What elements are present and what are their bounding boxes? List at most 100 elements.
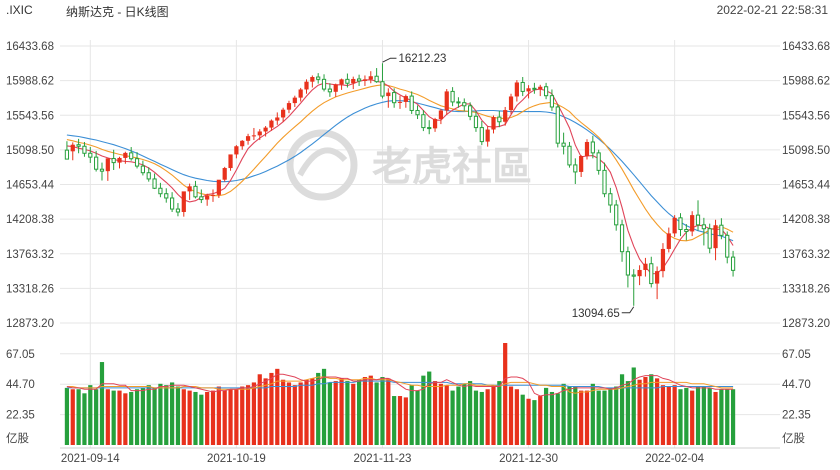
- volume-bar: [374, 382, 379, 445]
- candle: [193, 180, 198, 199]
- volume-bar: [339, 378, 344, 445]
- volume-bar: [590, 383, 595, 445]
- volume-unit-right: 亿股: [782, 432, 805, 445]
- candle: [690, 211, 695, 237]
- volume-bar: [386, 378, 391, 445]
- candle: [614, 199, 619, 231]
- volume-bar: [146, 385, 151, 445]
- volume-bar: [649, 374, 654, 445]
- vol-ma5-line: [66, 373, 734, 397]
- candle: [170, 192, 175, 212]
- price-tick-left: 16433.68: [6, 41, 54, 53]
- high-annotation: 16212.23: [398, 53, 446, 65]
- volume-bar: [170, 382, 175, 445]
- price-tick-right: 14653.44: [782, 180, 831, 192]
- candle: [228, 154, 233, 171]
- volume-bar: [555, 393, 560, 445]
- x-tick-label: 2021-11-23: [353, 453, 411, 465]
- candle: [561, 132, 566, 155]
- candle: [415, 105, 420, 120]
- price-tick-left: 15098.50: [6, 145, 54, 157]
- volume-bar: [275, 368, 280, 445]
- candle: [392, 88, 397, 108]
- volume-unit-left: 亿股: [6, 432, 29, 445]
- candle: [386, 88, 391, 108]
- candle: [82, 141, 87, 157]
- volume-bar: [351, 383, 356, 445]
- volume-bar: [508, 386, 514, 445]
- volume-bar: [695, 386, 701, 445]
- volume-bar: [181, 389, 186, 445]
- volume-bar: [503, 343, 508, 445]
- candle: [409, 91, 414, 114]
- volume-bar: [298, 382, 303, 445]
- volume-bar: [707, 387, 712, 445]
- volume-bar: [561, 383, 566, 445]
- watermark: 老虎社區: [286, 129, 532, 201]
- price-tick-right: 15543.56: [782, 110, 830, 122]
- price-tick-right: 13763.32: [782, 249, 830, 261]
- volume-bar: [392, 396, 397, 445]
- candle: [514, 80, 519, 102]
- ma5-line: [66, 79, 734, 275]
- volume-bar: [520, 394, 525, 445]
- candle: [730, 250, 736, 277]
- price-tick-right: 13318.26: [782, 283, 830, 295]
- candle: [327, 83, 332, 97]
- price-tick-left: 12873.20: [6, 318, 54, 330]
- volume-bar: [362, 377, 368, 445]
- candle: [643, 257, 648, 277]
- price-tick-left: 14208.38: [6, 214, 54, 226]
- candle: [684, 224, 689, 241]
- candle: [590, 135, 595, 159]
- candle: [380, 63, 385, 99]
- price-tick-right: 15988.62: [782, 76, 830, 88]
- candle: [579, 155, 584, 177]
- volume-bar: [82, 393, 87, 445]
- candle: [240, 140, 245, 150]
- volume-tick-right: 67.05: [782, 349, 811, 361]
- candle: [549, 89, 555, 111]
- candle: [397, 95, 403, 109]
- candle: [602, 162, 607, 198]
- candle: [333, 83, 338, 97]
- volume-bar: [655, 378, 660, 445]
- candle: [251, 127, 257, 141]
- candle: [701, 217, 706, 246]
- volume-bar: [99, 362, 105, 445]
- candle: [403, 94, 408, 108]
- volume-bar: [234, 389, 239, 445]
- volume-bar: [719, 389, 724, 445]
- candle: [105, 158, 110, 181]
- volume-bar: [619, 374, 625, 445]
- candle: [473, 110, 479, 132]
- candle: [655, 266, 660, 300]
- candle: [538, 84, 543, 97]
- volume-bar: [473, 390, 479, 445]
- volume-bar: [333, 381, 338, 445]
- volume-bar: [596, 390, 601, 445]
- volume-bar: [438, 383, 444, 445]
- candle: [351, 76, 356, 90]
- candle: [555, 104, 560, 148]
- candle: [368, 71, 373, 84]
- x-tick-label: 2021-12-30: [499, 453, 558, 465]
- candle: [532, 82, 537, 94]
- volume-bar: [725, 389, 730, 445]
- volume-bar: [187, 390, 192, 445]
- volume-bar: [304, 379, 309, 445]
- candle: [321, 74, 327, 92]
- axes: 16433.68 16433.68 15988.62 15988.62 15543.56…: [6, 41, 831, 465]
- candle: [719, 218, 724, 240]
- volume-bar: [327, 382, 332, 445]
- price-tick-left: 15543.56: [6, 110, 54, 122]
- volume-bar: [427, 371, 432, 445]
- symbol-label: .IXIC: [6, 3, 33, 17]
- candle: [479, 120, 484, 146]
- high-annotation-leader: [382, 57, 397, 63]
- candle: [222, 166, 227, 182]
- volume-bar: [205, 391, 210, 445]
- candle: [356, 74, 362, 86]
- candle: [298, 87, 303, 102]
